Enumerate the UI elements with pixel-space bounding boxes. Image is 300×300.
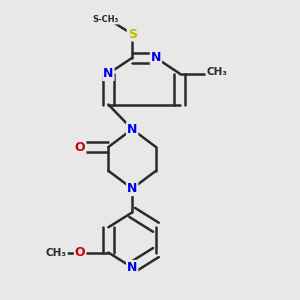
Text: O: O bbox=[75, 246, 86, 259]
Text: S: S bbox=[128, 28, 137, 40]
Text: O: O bbox=[75, 140, 86, 154]
Text: N: N bbox=[103, 67, 114, 80]
Text: N: N bbox=[127, 182, 137, 195]
Text: N: N bbox=[127, 261, 137, 274]
Text: S-CH₃: S-CH₃ bbox=[92, 15, 119, 24]
Text: N: N bbox=[151, 51, 161, 64]
Text: N: N bbox=[127, 123, 137, 136]
Text: CH₃: CH₃ bbox=[206, 67, 227, 77]
Text: CH₃: CH₃ bbox=[46, 248, 67, 257]
